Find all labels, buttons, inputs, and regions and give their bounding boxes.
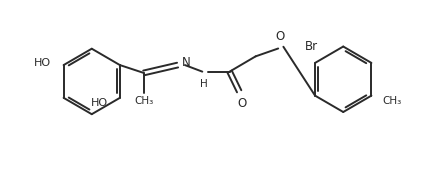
Text: CH₃: CH₃ (134, 96, 153, 106)
Text: HO: HO (34, 58, 51, 68)
Text: CH₃: CH₃ (381, 96, 401, 106)
Text: N: N (181, 56, 190, 69)
Text: Br: Br (304, 40, 317, 53)
Text: O: O (275, 30, 284, 43)
Text: H: H (199, 79, 207, 89)
Text: HO: HO (90, 98, 108, 108)
Text: O: O (237, 96, 246, 109)
